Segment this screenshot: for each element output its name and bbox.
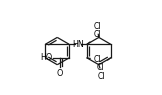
Text: Cl: Cl — [94, 55, 101, 64]
Text: HO: HO — [40, 53, 53, 62]
Text: O: O — [57, 69, 63, 78]
Text: HN: HN — [72, 40, 84, 49]
Text: Cl: Cl — [93, 30, 101, 40]
Text: Cl: Cl — [94, 22, 101, 30]
Text: Cl: Cl — [97, 72, 105, 81]
Text: Cl: Cl — [97, 63, 104, 72]
